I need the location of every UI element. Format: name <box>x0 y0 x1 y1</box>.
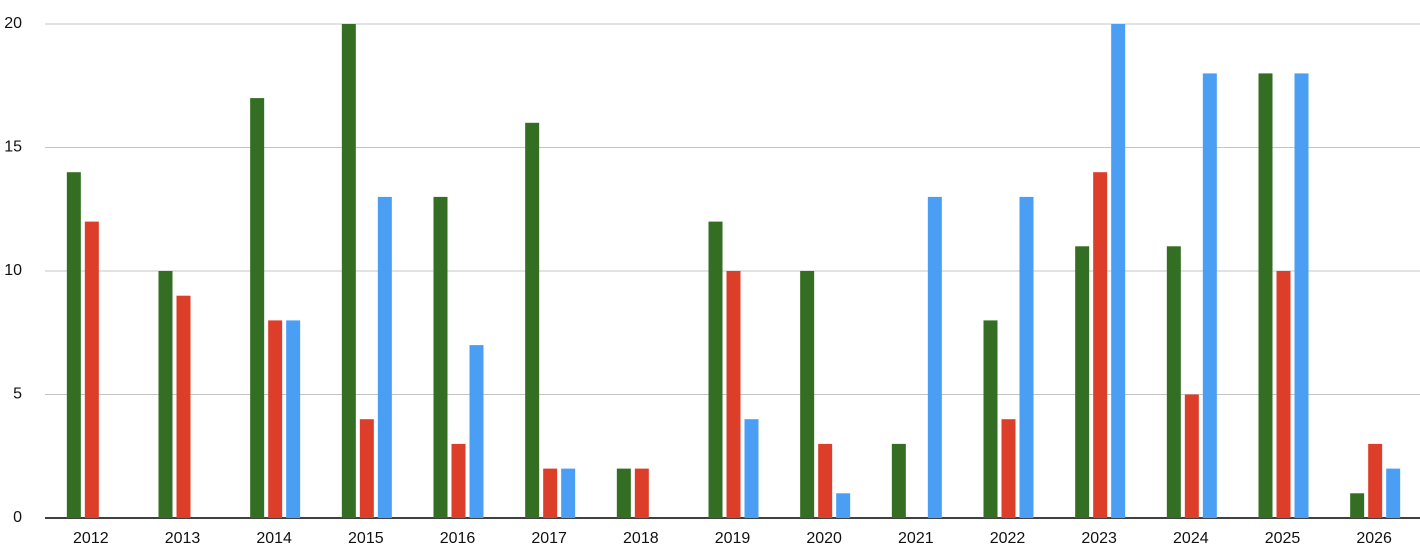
x-tick-label: 2014 <box>256 530 292 547</box>
bar <box>1350 493 1365 518</box>
bar <box>818 443 833 518</box>
x-tick-label: 2013 <box>165 530 201 547</box>
bar <box>525 122 540 519</box>
y-tick-label: 10 <box>4 262 22 279</box>
x-tick-label: 2016 <box>440 530 476 547</box>
x-tick-label: 2020 <box>806 530 842 547</box>
bar <box>250 98 265 518</box>
bar <box>1184 394 1199 518</box>
bar <box>1075 246 1090 519</box>
bar <box>983 320 998 518</box>
bar <box>726 271 741 518</box>
x-tick-label: 2018 <box>623 530 659 547</box>
bar <box>286 320 301 518</box>
bar <box>927 196 942 518</box>
bar <box>451 443 466 518</box>
bar <box>543 468 558 518</box>
x-tick-label: 2026 <box>1356 530 1392 547</box>
bar <box>891 443 906 518</box>
y-tick-label: 15 <box>4 139 22 156</box>
bar <box>1166 246 1181 519</box>
bar <box>1001 419 1016 518</box>
bar <box>433 196 448 518</box>
bar <box>1368 443 1383 518</box>
bar <box>836 493 851 518</box>
bar <box>158 271 173 518</box>
bar <box>176 295 191 518</box>
bar <box>744 419 759 518</box>
bar <box>84 221 99 518</box>
bar <box>708 221 723 518</box>
x-tick-label: 2021 <box>898 530 934 547</box>
x-tick-label: 2024 <box>1173 530 1209 547</box>
bar <box>616 468 631 518</box>
bar <box>1093 172 1108 518</box>
x-tick-label: 2015 <box>348 530 384 547</box>
y-tick-label: 5 <box>13 386 22 403</box>
bar <box>561 468 576 518</box>
x-tick-label: 2017 <box>531 530 567 547</box>
bar <box>1202 73 1217 519</box>
x-tick-label: 2022 <box>990 530 1026 547</box>
bar <box>1294 73 1309 519</box>
bar <box>634 468 649 518</box>
bar <box>1276 271 1291 518</box>
x-tick-label: 2023 <box>1081 530 1117 547</box>
bar <box>469 345 484 518</box>
bar <box>268 320 283 518</box>
x-tick-label: 2019 <box>715 530 751 547</box>
x-tick-label: 2025 <box>1265 530 1301 547</box>
bar <box>1019 196 1034 518</box>
bar <box>359 419 374 518</box>
bar <box>66 172 81 518</box>
bar <box>800 271 815 518</box>
y-tick-label: 0 <box>13 509 22 526</box>
x-tick-label: 2012 <box>73 530 109 547</box>
y-tick-label: 20 <box>4 15 22 32</box>
bar <box>1258 73 1273 519</box>
bar <box>341 24 356 518</box>
bar <box>1111 24 1126 518</box>
bar <box>1386 468 1401 518</box>
bar <box>377 196 392 518</box>
